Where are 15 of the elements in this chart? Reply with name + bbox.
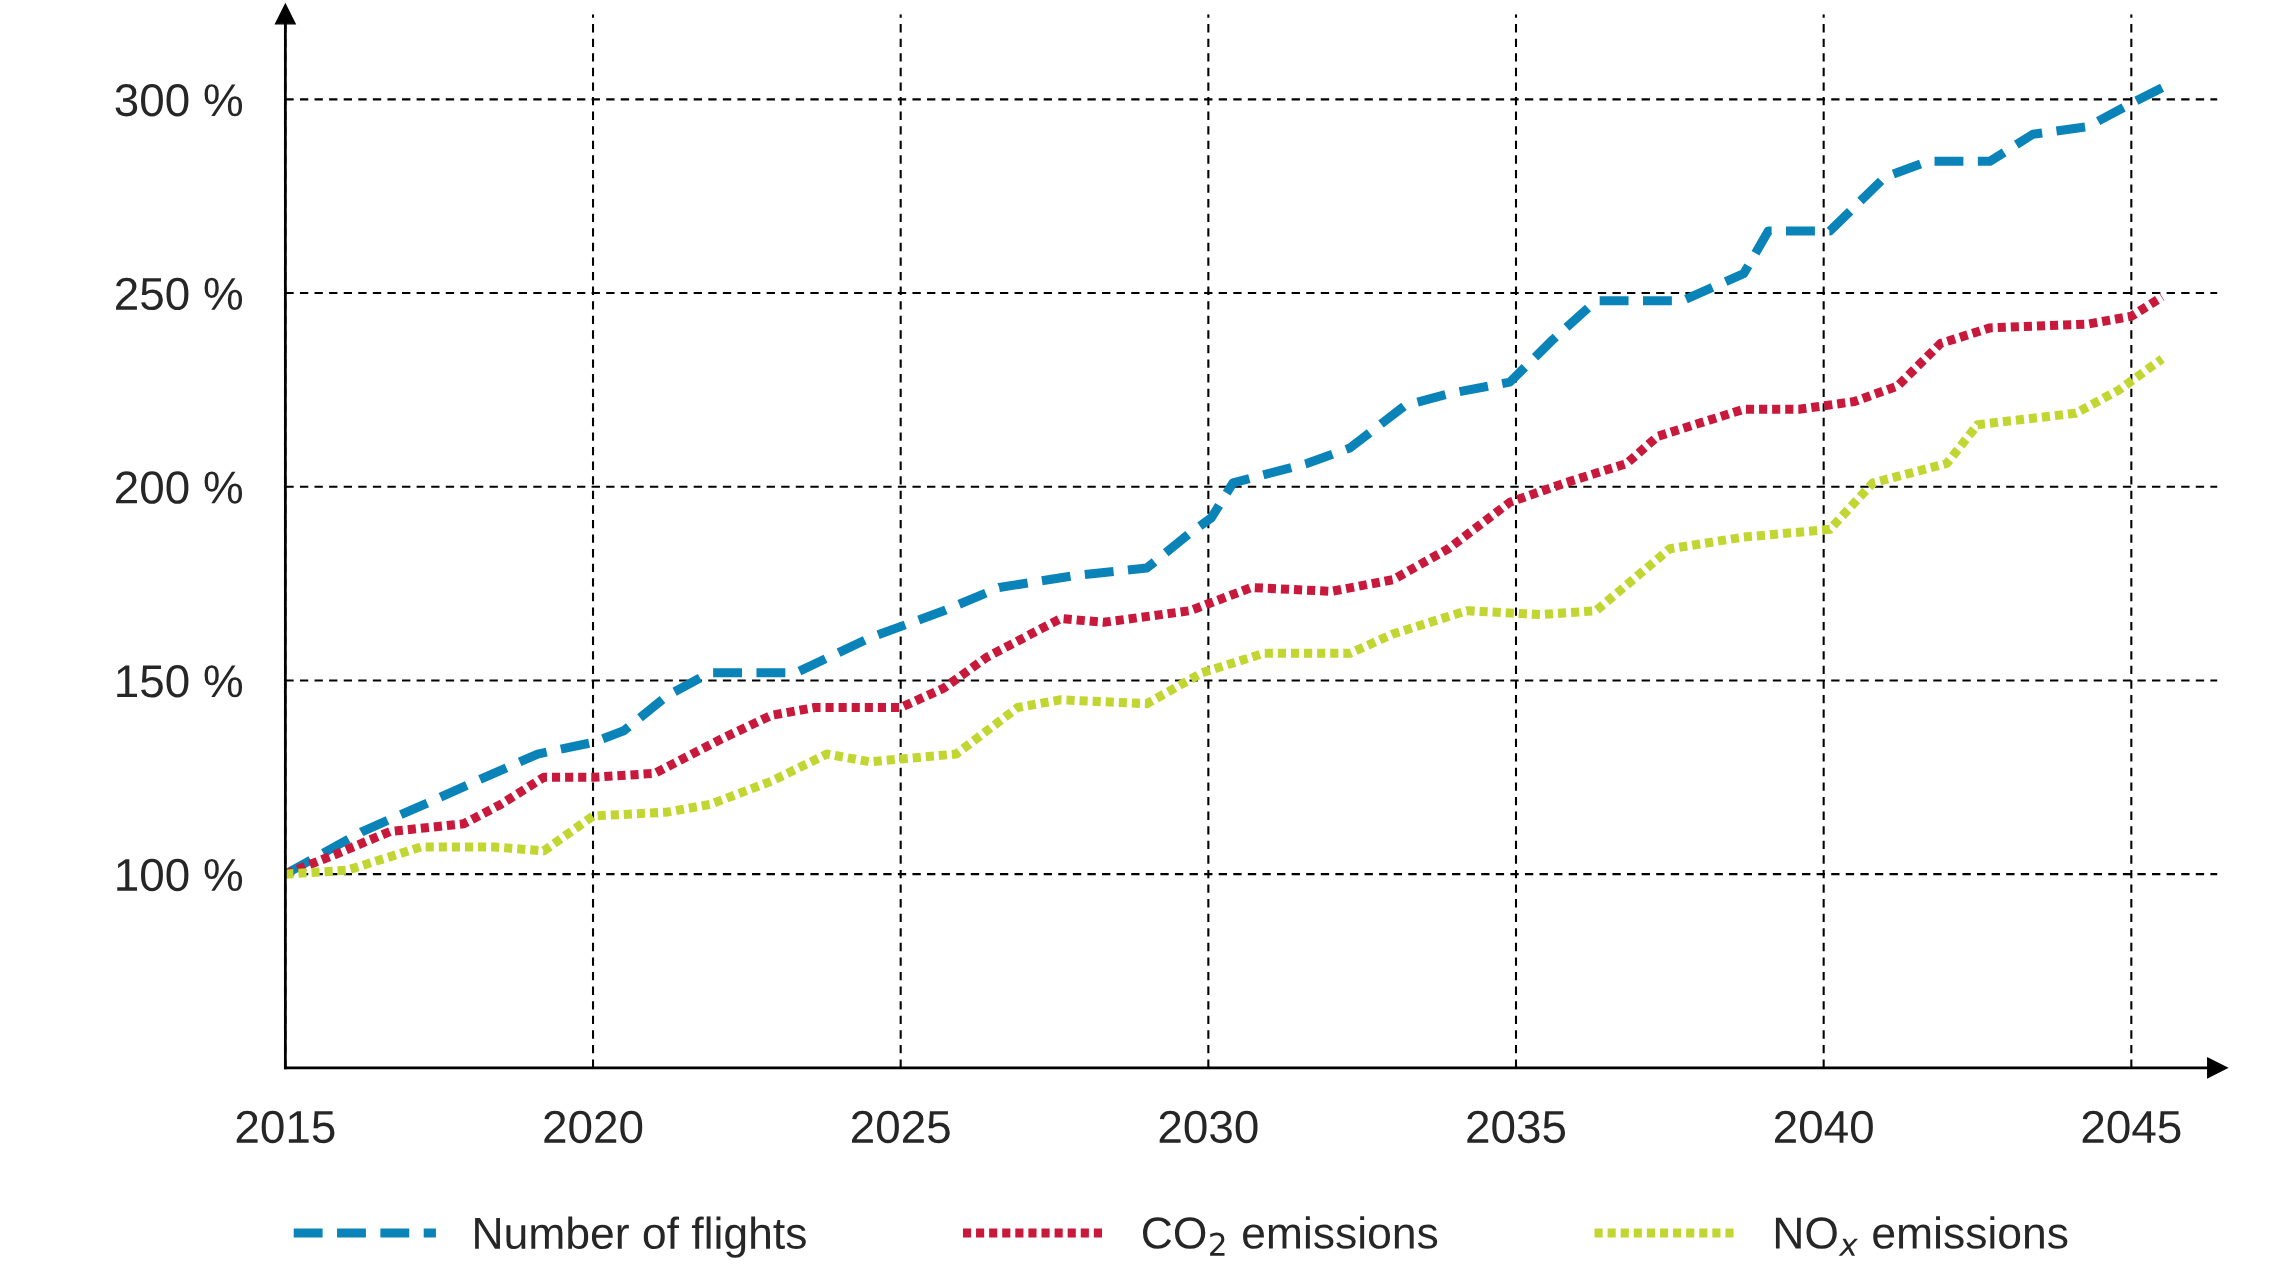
legend-label: Number of flights	[475, 1216, 806, 1258]
x-tick-label: 2015	[236, 1110, 335, 1144]
y-tick-label: 300 %	[115, 83, 243, 117]
x-tick-label: 2025	[852, 1110, 950, 1144]
y-tick-label: 200 %	[116, 471, 243, 504]
x-tick-label: 2045	[2082, 1110, 2181, 1144]
legend-label: NO$_{x}$ emissions	[1775, 1216, 2068, 1256]
x-tick-label: 2035	[1467, 1110, 1566, 1144]
x-tick-label: 2040	[1775, 1110, 1873, 1144]
y-tick-label: 100 %	[117, 858, 243, 892]
x-tick-label: 2020	[544, 1110, 643, 1144]
y-tick-label: 150 %	[117, 665, 243, 698]
legend-label: CO$_{2}$ emissions	[1142, 1216, 1438, 1256]
x-tick-label: 2030	[1159, 1110, 1258, 1144]
y-tick-label: 250 %	[116, 277, 243, 311]
